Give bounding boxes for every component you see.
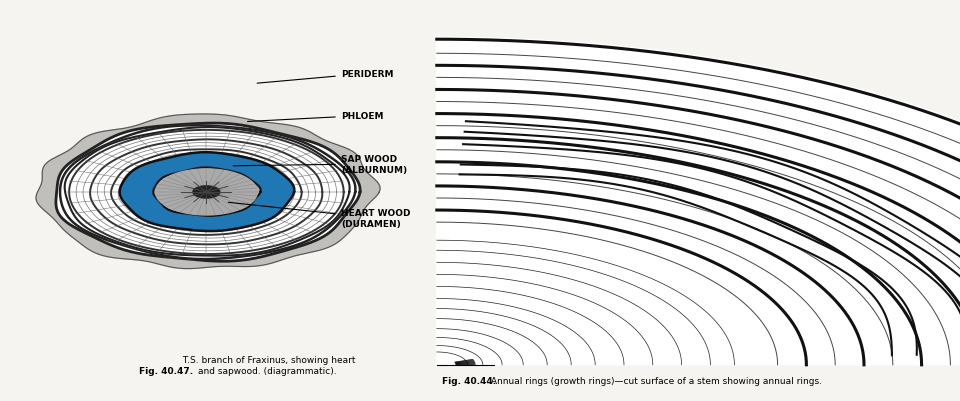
Text: HEART WOOD
(DURAMEN): HEART WOOD (DURAMEN) [228, 203, 410, 228]
Text: SAP WOOD
(ALBURNUM): SAP WOOD (ALBURNUM) [233, 155, 407, 174]
Polygon shape [156, 170, 257, 215]
Polygon shape [120, 153, 295, 231]
Text: PERIDERM: PERIDERM [257, 70, 394, 84]
Text: PHLOEM: PHLOEM [248, 112, 383, 122]
Polygon shape [64, 128, 349, 256]
Polygon shape [36, 115, 380, 269]
Polygon shape [56, 124, 360, 261]
Text: Annual rings (growth rings)—cut surface of a stem showing annual rings.: Annual rings (growth rings)—cut surface … [488, 376, 822, 385]
Polygon shape [154, 168, 261, 217]
Polygon shape [193, 186, 220, 198]
Polygon shape [60, 126, 355, 259]
Text: T.S. branch of Fraxinus, showing heart
and sapwood. (diagrammatic).: T.S. branch of Fraxinus, showing heart a… [180, 356, 355, 375]
Polygon shape [437, 38, 960, 365]
Text: Fig. 40.47.: Fig. 40.47. [139, 366, 193, 375]
Text: Fig. 40.44.: Fig. 40.44. [442, 376, 495, 385]
